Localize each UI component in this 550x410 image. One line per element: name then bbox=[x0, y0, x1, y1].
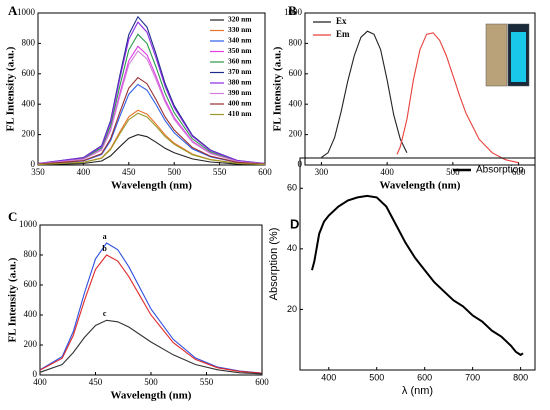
y-tick-label: 1000 bbox=[17, 7, 36, 17]
y-tick-label: 800 bbox=[289, 37, 303, 47]
legend-label: 390 nm bbox=[228, 88, 252, 97]
data-line bbox=[321, 30, 408, 158]
series-label: a bbox=[103, 232, 107, 241]
y-axis-label: FL Intensity (a.u.) bbox=[272, 46, 284, 131]
y-tick-label: 1000 bbox=[19, 219, 38, 229]
panel-label: C bbox=[8, 209, 17, 224]
legend-label: 350 nm bbox=[228, 46, 252, 55]
x-tick-label: 400 bbox=[380, 167, 394, 177]
legend-label: Absorption bbox=[476, 165, 524, 176]
y-tick-label: 40 bbox=[287, 243, 297, 253]
panel-label: A bbox=[8, 3, 18, 18]
y-tick-label: 800 bbox=[24, 249, 38, 259]
data-line bbox=[37, 83, 266, 165]
legend-label: 360 nm bbox=[228, 57, 252, 66]
y-tick-label: 600 bbox=[24, 279, 38, 289]
panel: C 400 450 500 550 600 0 200 400 600 800 1000 Wavelen… bbox=[7, 209, 270, 402]
y-tick-label: 0 bbox=[31, 159, 36, 169]
x-tick-label: 500 bbox=[446, 167, 460, 177]
y-tick-label: 20 bbox=[287, 304, 297, 314]
panel: D 400 500 600 700 800 20 40 60 λ (nm) Absorption (… bbox=[268, 157, 536, 397]
series-label: c bbox=[103, 309, 107, 318]
x-tick-label: 450 bbox=[89, 377, 103, 387]
data-line bbox=[37, 109, 266, 165]
x-tick-label: 350 bbox=[31, 167, 45, 177]
x-tick-label: 550 bbox=[213, 167, 227, 177]
x-tick-label: 400 bbox=[33, 377, 47, 387]
data-line bbox=[37, 112, 266, 166]
panel-label: D bbox=[290, 216, 299, 231]
series-label: b bbox=[102, 244, 107, 253]
y-tick-label: 0 bbox=[33, 369, 38, 379]
x-tick-label: 450 bbox=[122, 167, 136, 177]
y-tick-label: 400 bbox=[289, 98, 303, 108]
x-tick-label: 400 bbox=[321, 372, 336, 382]
y-tick-label: 800 bbox=[22, 37, 36, 47]
x-tick-label: 550 bbox=[200, 377, 214, 387]
legend-label: 320 nm bbox=[228, 15, 252, 24]
x-tick-label: 500 bbox=[369, 372, 384, 382]
legend-label: 380 nm bbox=[228, 78, 252, 87]
data-line bbox=[37, 50, 266, 165]
legend-label: Ex bbox=[336, 16, 347, 26]
x-tick-label: 600 bbox=[512, 167, 526, 177]
plot-frame bbox=[37, 12, 266, 166]
x-tick-label: 500 bbox=[167, 167, 181, 177]
data-line bbox=[396, 32, 519, 164]
data-line bbox=[37, 21, 266, 165]
data-line bbox=[311, 194, 524, 357]
y-tick-label: 1000 bbox=[284, 7, 303, 17]
y-tick-label: 400 bbox=[22, 98, 36, 108]
x-tick-label: 600 bbox=[255, 377, 269, 387]
x-tick-label: 400 bbox=[77, 167, 91, 177]
y-tick-label: 200 bbox=[289, 129, 303, 139]
legend-label: 330 nm bbox=[228, 25, 252, 34]
x-axis-label: λ (nm) bbox=[402, 385, 433, 397]
legend-label: 370 nm bbox=[228, 67, 252, 76]
legend-label: 340 nm bbox=[228, 36, 252, 45]
y-axis-label: FL Intensity (a.u.) bbox=[7, 257, 19, 342]
legend-label: 400 nm bbox=[228, 99, 252, 108]
y-tick-label: 600 bbox=[22, 68, 36, 78]
data-line bbox=[37, 76, 266, 165]
plot-frame bbox=[299, 157, 536, 371]
x-tick-label: 600 bbox=[417, 372, 432, 382]
y-axis-label: Absorption (%) bbox=[268, 228, 280, 301]
x-tick-label: 300 bbox=[315, 167, 329, 177]
x-axis-label: Wavelength (nm) bbox=[111, 180, 192, 192]
plot-frame bbox=[304, 12, 536, 166]
y-axis-label: FL Intensity (a.u.) bbox=[5, 46, 17, 131]
data-line bbox=[37, 33, 266, 165]
data-line bbox=[39, 242, 263, 374]
x-tick-label: 700 bbox=[465, 372, 480, 382]
inset-photo bbox=[485, 23, 530, 87]
data-line bbox=[39, 254, 263, 374]
y-tick-label: 400 bbox=[24, 309, 38, 319]
x-tick-label: 500 bbox=[144, 377, 158, 387]
data-line bbox=[37, 134, 266, 166]
y-tick-label: 60 bbox=[287, 183, 297, 193]
y-tick-label: 200 bbox=[24, 339, 38, 349]
x-tick-label: 600 bbox=[258, 167, 272, 177]
panel: A 350 400 450 500 550 600 0 200 400 600 800 1000 Wave… bbox=[5, 3, 273, 192]
x-axis-label: Wavelength (nm) bbox=[380, 180, 461, 192]
y-tick-label: 200 bbox=[22, 129, 36, 139]
legend-label: Em bbox=[336, 29, 350, 39]
panel-label: B bbox=[288, 3, 297, 18]
x-tick-label: 800 bbox=[513, 372, 528, 382]
data-line bbox=[39, 319, 263, 375]
legend-label: 410 nm bbox=[228, 109, 252, 118]
y-tick-label: 600 bbox=[289, 68, 303, 78]
x-axis-label: Wavelength (nm) bbox=[111, 390, 192, 402]
